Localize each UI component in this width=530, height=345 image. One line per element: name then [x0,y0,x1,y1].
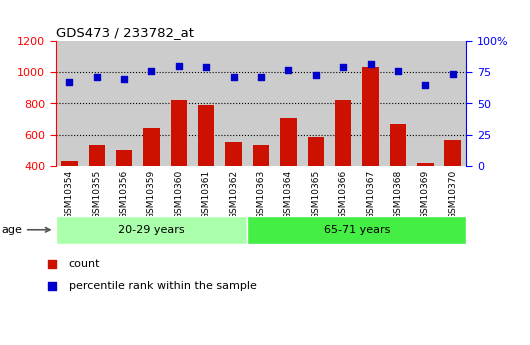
Point [448,71,457,77]
Bar [89,145,105,166]
Point [366,61,375,67]
Bar [56,216,248,244]
Bar [143,128,160,166]
Text: age: age [1,225,50,235]
Bar [417,163,434,166]
Text: GSM10355: GSM10355 [92,170,101,219]
Point [421,82,430,88]
Text: GSM10368: GSM10368 [393,170,402,219]
Text: GSM10359: GSM10359 [147,170,156,219]
Text: GSM10369: GSM10369 [421,170,430,219]
Point [339,65,348,70]
Text: GSM10356: GSM10356 [120,170,129,219]
Text: GSM10363: GSM10363 [257,170,266,219]
Point [47,283,56,288]
Point [47,262,56,267]
Text: count: count [69,259,100,269]
Text: GSM10366: GSM10366 [339,170,348,219]
Text: GSM10354: GSM10354 [65,170,74,219]
Point [65,80,74,85]
Point [202,65,210,70]
Bar [390,124,406,166]
Point [312,72,320,78]
Point [120,76,128,81]
Point [92,75,101,80]
Text: GSM10361: GSM10361 [202,170,211,219]
Point [394,68,402,74]
Bar [307,137,324,166]
Bar [253,146,269,166]
Point [229,75,238,80]
Text: 20-29 years: 20-29 years [118,225,185,235]
Bar [225,142,242,166]
Bar [171,100,187,166]
Point [147,68,156,74]
Bar [61,161,77,166]
Bar [248,216,466,244]
Text: 65-71 years: 65-71 years [324,225,390,235]
Point [284,67,293,73]
Bar [116,150,132,166]
Text: GSM10362: GSM10362 [229,170,238,219]
Text: GDS473 / 233782_at: GDS473 / 233782_at [56,26,193,39]
Point [175,63,183,69]
Point [257,75,265,80]
Text: GSM10370: GSM10370 [448,170,457,219]
Text: GSM10364: GSM10364 [284,170,293,219]
Bar [198,105,215,166]
Text: GSM10367: GSM10367 [366,170,375,219]
Bar [445,140,461,166]
Text: GSM10360: GSM10360 [174,170,183,219]
Bar [335,100,351,166]
Text: GSM10365: GSM10365 [311,170,320,219]
Bar [280,118,297,166]
Bar [363,67,379,166]
Text: percentile rank within the sample: percentile rank within the sample [69,280,257,290]
